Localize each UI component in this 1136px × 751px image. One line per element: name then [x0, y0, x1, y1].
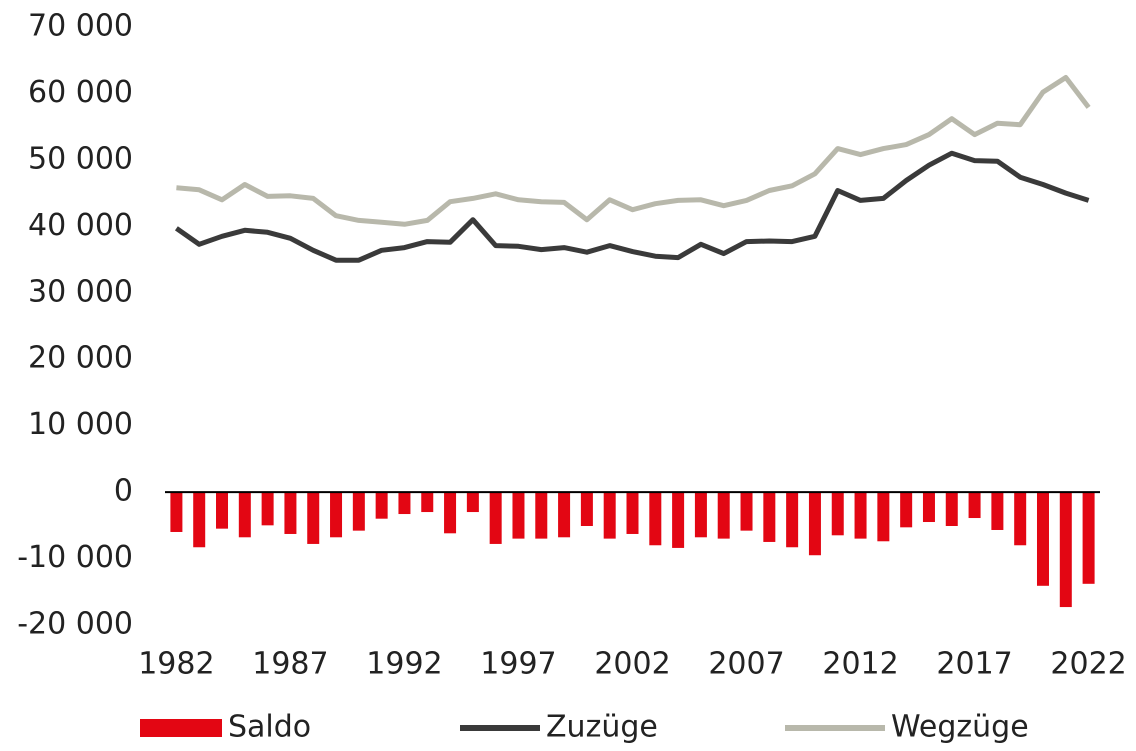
x-tick-label: 2017 [936, 647, 1012, 682]
x-tick-label: 2007 [708, 647, 784, 682]
bar [466, 492, 479, 513]
y-tick-label: 40 000 [28, 208, 133, 243]
x-tick-label: 1982 [138, 647, 214, 682]
bar [854, 492, 867, 539]
y-tick-label: -20 000 [17, 607, 133, 642]
y-tick-label: 60 000 [28, 75, 133, 110]
bar [1014, 492, 1027, 546]
bar [261, 492, 274, 526]
x-tick-label: 1997 [480, 647, 556, 682]
bar [900, 492, 913, 528]
y-tick-label: 50 000 [28, 141, 133, 176]
bar [694, 492, 707, 538]
y-tick-label: 20 000 [28, 341, 133, 376]
bar [307, 492, 320, 544]
x-tick-label: 2002 [594, 647, 670, 682]
y-tick-label: -10 000 [17, 540, 133, 575]
bar [512, 492, 525, 539]
bar [580, 492, 593, 526]
y-tick-label: 0 [114, 474, 133, 509]
bar [330, 492, 343, 538]
bar [877, 492, 890, 542]
x-tick-label: 2012 [822, 647, 898, 682]
bar [922, 492, 935, 523]
bar [672, 492, 685, 548]
legend-label: Wegzüge [891, 710, 1029, 745]
legend-swatch [140, 719, 222, 737]
bar [1059, 492, 1072, 608]
bar [808, 492, 821, 556]
bar [489, 492, 502, 544]
x-tick-label: 1992 [366, 647, 442, 682]
legend-label: Zuzüge [546, 710, 658, 745]
bar [1082, 492, 1095, 584]
bar [1036, 492, 1049, 586]
bar [216, 492, 229, 529]
bar [535, 492, 548, 539]
bar [991, 492, 1004, 530]
bar [603, 492, 616, 539]
bar [284, 492, 297, 534]
bar [831, 492, 844, 536]
bar [558, 492, 571, 538]
bar [444, 492, 457, 534]
bar [968, 492, 981, 519]
bar [421, 492, 434, 513]
bar [193, 492, 206, 548]
x-tick-label: 1987 [252, 647, 328, 682]
y-tick-label: 30 000 [28, 274, 133, 309]
bar [786, 492, 799, 548]
line-series [176, 75, 1091, 227]
bar [717, 492, 730, 539]
bar [649, 492, 662, 546]
x-tick-label: 2022 [1050, 647, 1126, 682]
bar [626, 492, 639, 534]
bar [945, 492, 958, 526]
y-tick-label: 70 000 [28, 9, 133, 44]
bar [352, 492, 365, 531]
bar [238, 492, 251, 538]
bar [398, 492, 411, 515]
bar [763, 492, 776, 542]
legend-label: Saldo [228, 710, 311, 745]
bar [375, 492, 388, 519]
bar [740, 492, 753, 531]
bar [170, 492, 183, 532]
line-series [174, 150, 1090, 263]
y-tick-label: 10 000 [28, 407, 133, 442]
